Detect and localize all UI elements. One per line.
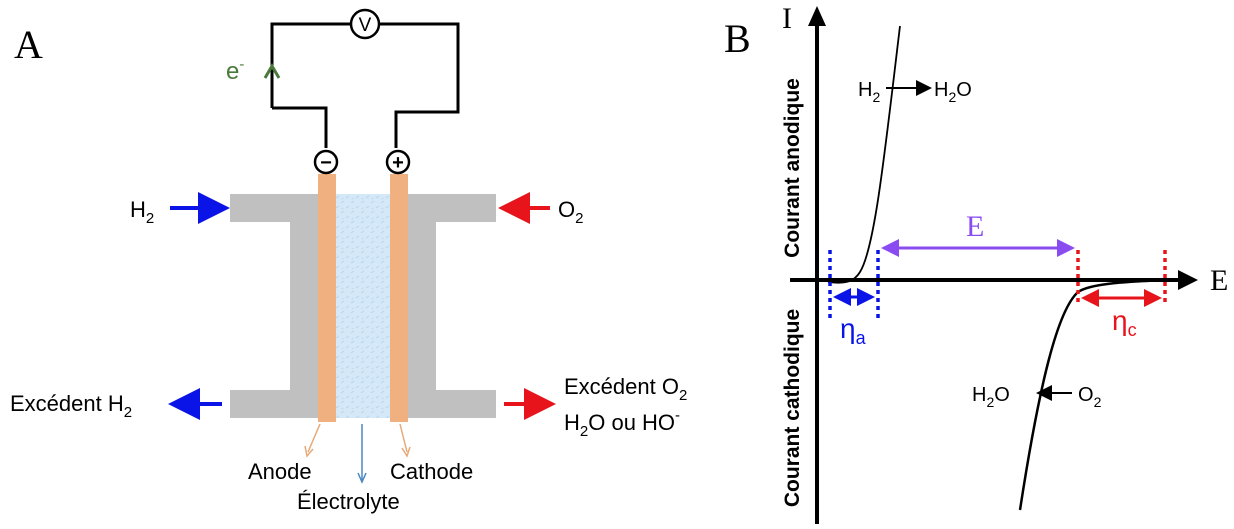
x-axis-label: E bbox=[1210, 264, 1228, 297]
anodic-reaction-product: H bbox=[934, 79, 948, 101]
h2-outlet-label: Excédent H bbox=[10, 391, 124, 416]
o2-inlet-label: O bbox=[558, 197, 575, 222]
anode-housing bbox=[230, 194, 326, 418]
svg-text:Excédent H2: Excédent H2 bbox=[10, 391, 132, 421]
eta-a-label: η bbox=[840, 313, 856, 344]
anode-label: Anode bbox=[248, 459, 312, 484]
voltmeter-icon bbox=[349, 8, 381, 40]
panel-a: A V e- − + H2 O2 Excédent bbox=[10, 8, 687, 514]
svg-text:e-: e- bbox=[226, 56, 244, 85]
panel-b: B I E Courant anodique Courant cathodiqu… bbox=[724, 2, 1228, 524]
h2-outlet-sub: 2 bbox=[124, 404, 132, 421]
y-axis-label: I bbox=[782, 2, 792, 35]
cathodic-reaction-reactant: O bbox=[1078, 384, 1094, 406]
cathodic-reaction-product: H bbox=[972, 384, 986, 406]
panel-a-label: A bbox=[14, 22, 43, 67]
anode-pointer bbox=[307, 423, 321, 453]
cell-voltage-label: E bbox=[966, 210, 984, 243]
h2-inlet-sub: 2 bbox=[146, 210, 154, 227]
electron-arrow-icon bbox=[263, 63, 281, 79]
cathodic-curve bbox=[1018, 278, 1166, 511]
svg-text:H2O: H2O bbox=[934, 79, 972, 105]
minus-terminal-icon bbox=[313, 149, 339, 175]
plus-terminal-label: + bbox=[392, 152, 404, 174]
h2-inlet-label: H bbox=[130, 197, 146, 222]
voltmeter-label: V bbox=[359, 15, 372, 36]
svg-text:O2: O2 bbox=[558, 197, 583, 227]
svg-text:H2O: H2O bbox=[972, 384, 1010, 410]
anode-electrode bbox=[318, 174, 336, 422]
svg-text:O2: O2 bbox=[1078, 384, 1102, 410]
products-sup: - bbox=[675, 407, 680, 424]
cathodic-current-label: Courant cathodique bbox=[781, 309, 804, 507]
electrolyte-label: Électrolyte bbox=[297, 489, 400, 514]
eta-c-sub: c bbox=[1128, 320, 1137, 340]
svg-text:ηc: ηc bbox=[1112, 305, 1137, 340]
x-axis-arrowhead bbox=[1178, 270, 1198, 290]
y-axis-arrowhead bbox=[808, 6, 826, 26]
anodic-current-label: Courant anodique bbox=[781, 78, 804, 258]
anodic-reaction-h: H bbox=[858, 79, 872, 101]
electron-charge: - bbox=[239, 56, 244, 73]
cathode-label: Cathode bbox=[390, 459, 473, 484]
o2-outlet-label: Excédent O bbox=[564, 374, 679, 399]
eta-a-sub: a bbox=[856, 328, 867, 348]
svg-text:Excédent O2: Excédent O2 bbox=[564, 374, 687, 404]
svg-text:H2: H2 bbox=[858, 79, 880, 105]
products-sub: 2 bbox=[580, 423, 588, 440]
cathode-housing bbox=[400, 194, 496, 418]
svg-text:ηa: ηa bbox=[840, 313, 867, 348]
o2-outlet-sub: 2 bbox=[679, 387, 687, 404]
svg-text:H2O ou HO-: H2O ou HO- bbox=[564, 407, 680, 440]
svg-text:H2: H2 bbox=[130, 197, 154, 227]
electron-label: e bbox=[226, 58, 239, 85]
electrolyte-layer bbox=[336, 194, 390, 418]
panel-b-label: B bbox=[724, 16, 751, 61]
anodic-curve bbox=[827, 25, 901, 284]
eta-c-label: η bbox=[1112, 305, 1128, 336]
circuit-wire-left bbox=[270, 22, 350, 108]
products-label-a: H bbox=[564, 410, 580, 435]
circuit-wire-anode bbox=[272, 106, 328, 148]
cathode-pointer bbox=[399, 423, 408, 453]
circuit-wire-right bbox=[380, 22, 460, 148]
o2-inlet-sub: 2 bbox=[575, 210, 583, 227]
minus-terminal-label: − bbox=[320, 152, 332, 174]
plus-terminal-icon bbox=[385, 149, 411, 175]
cathode-electrode bbox=[390, 174, 408, 422]
products-label-b: O ou HO bbox=[588, 410, 675, 435]
